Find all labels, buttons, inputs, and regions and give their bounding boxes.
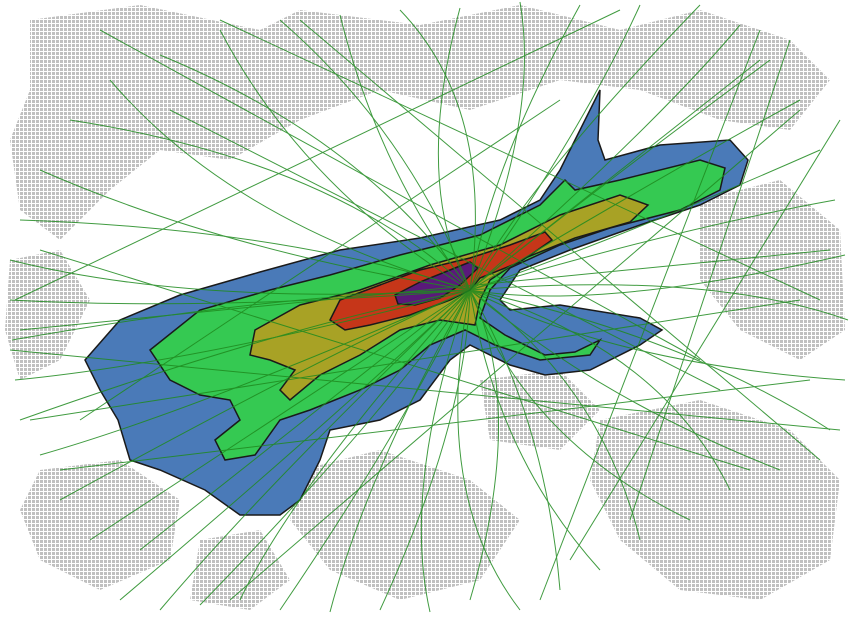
- flight-track: [299, 19, 821, 461]
- flight-track: [469, 24, 741, 291]
- urban-area: [190, 530, 290, 610]
- flight-track: [469, 289, 846, 381]
- flight-track: [539, 29, 761, 601]
- flight-track: [329, 289, 471, 613]
- urban-area: [5, 250, 90, 380]
- flight-track: [469, 289, 561, 591]
- flight-track: [569, 119, 841, 561]
- flight-track: [159, 289, 471, 611]
- flight-track: [469, 289, 831, 431]
- flight-track: [469, 284, 849, 321]
- flight-track: [469, 4, 641, 291]
- flight-track: [469, 149, 821, 291]
- flight-track: [469, 289, 601, 571]
- flight-track: [469, 289, 691, 521]
- flight-track: [379, 289, 471, 611]
- flight-track: [19, 219, 471, 291]
- flight-track: [469, 1, 525, 291]
- flight-track: [339, 14, 471, 291]
- flight-track: [199, 289, 471, 606]
- flight-track: [219, 19, 821, 301]
- flight-track: [139, 59, 761, 551]
- flight-track: [469, 289, 641, 541]
- flight-track: [39, 169, 471, 291]
- flight-track: [69, 119, 471, 291]
- flight-track: [469, 99, 801, 291]
- urban-area: [10, 5, 830, 240]
- flight-track: [99, 29, 701, 361]
- flight-track: [239, 289, 471, 601]
- flight-track: [39, 289, 471, 456]
- flight-track: [59, 379, 811, 471]
- flight-track: [29, 299, 801, 421]
- flight-track: [469, 199, 836, 291]
- flight-track: [420, 289, 471, 613]
- flight-track: [89, 289, 471, 541]
- flight-track: [219, 29, 471, 291]
- flight-track: [19, 289, 471, 421]
- flight-track: [159, 54, 471, 291]
- flight-track: [14, 9, 621, 301]
- flight-track: [229, 109, 801, 601]
- flight-tracks: [9, 1, 849, 613]
- urban-area: [290, 450, 520, 600]
- flight-track: [279, 19, 471, 291]
- flight-track: [169, 109, 721, 391]
- flight-track: [399, 9, 476, 291]
- flight-track: [109, 79, 471, 291]
- flight-track: [9, 349, 841, 431]
- flight-track: [469, 289, 781, 471]
- flight-track: [19, 249, 831, 331]
- flight-track: [14, 289, 471, 381]
- flight-track: [629, 39, 791, 521]
- urban-area: [20, 460, 180, 590]
- flight-track: [469, 254, 846, 297]
- flight-track: [457, 289, 521, 611]
- flight-track: [119, 289, 471, 601]
- flight-track: [469, 289, 731, 491]
- flight-track: [9, 289, 471, 305]
- flight-track: [11, 289, 471, 341]
- flight-track: [437, 7, 471, 291]
- flight-track: [469, 4, 701, 291]
- flight-track: [469, 4, 581, 291]
- urban-area: [590, 400, 840, 600]
- flight-track: [469, 289, 499, 601]
- flight-track: [79, 99, 561, 421]
- flight-track: [39, 249, 751, 471]
- flight-track: [279, 289, 471, 611]
